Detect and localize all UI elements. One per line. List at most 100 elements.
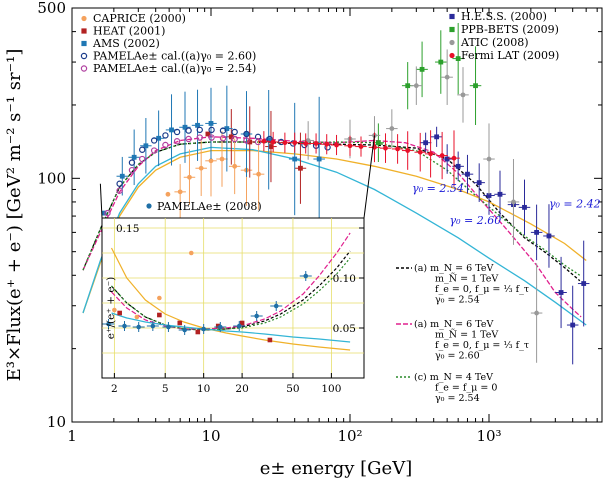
data-point <box>208 126 215 134</box>
data-point <box>486 193 492 198</box>
model-curve-1 <box>82 136 582 318</box>
data-point <box>182 124 188 130</box>
legend-label: CAPRICE (2000) <box>93 12 186 25</box>
data-point <box>195 122 200 128</box>
inset-heat-point <box>157 312 162 318</box>
data-point <box>131 154 137 160</box>
note-text: (a) m_N = 6 TeV <box>414 319 493 330</box>
inset-x-tick-label: 10 <box>197 383 210 395</box>
data-point <box>243 137 250 144</box>
inset-heat-point <box>195 329 201 335</box>
data-point <box>581 281 587 286</box>
data-point <box>254 138 262 146</box>
data-point <box>455 163 461 169</box>
legend-marker <box>449 13 455 20</box>
y-axis-label: E³×Flux(e⁺ + e⁻) [GeV² m⁻² s⁻¹ sr⁻¹] <box>4 49 25 382</box>
data-point <box>476 180 482 186</box>
data-point <box>116 180 123 187</box>
data-point <box>173 128 181 136</box>
inset-pamela-point <box>150 323 156 329</box>
legend-label: PAMELAe± cal.((a)γ₀ = 2.60) <box>93 50 256 63</box>
data-point <box>232 163 238 169</box>
data-point <box>375 140 381 146</box>
data-point <box>405 148 411 153</box>
x-tick-label: 10³ <box>476 427 501 445</box>
data-point <box>224 126 230 131</box>
data-point <box>196 134 203 141</box>
series-6 <box>372 22 482 163</box>
data-point <box>292 140 298 146</box>
inset-caprice-point <box>157 295 162 301</box>
legend-marker <box>449 39 455 46</box>
data-point <box>208 121 214 126</box>
data-point <box>219 135 227 142</box>
inset-y-tick-label: 0.15 <box>116 223 139 235</box>
series-2 <box>101 85 325 222</box>
data-point <box>162 132 169 139</box>
data-point <box>208 158 214 164</box>
data-point <box>143 143 149 149</box>
data-point <box>570 322 576 328</box>
inset-pamela-point <box>166 324 171 330</box>
data-point <box>165 191 171 197</box>
inset-pamela-point <box>236 323 242 329</box>
inset-zoom-line <box>99 183 103 219</box>
inset-pamela-point <box>136 324 141 330</box>
data-point <box>413 83 419 89</box>
data-point <box>534 310 540 316</box>
legend-label: PPB-BETS (2009) <box>461 23 559 36</box>
inset-y-tick-label: 0.05 <box>333 323 356 335</box>
data-point <box>546 233 552 239</box>
data-point <box>266 137 272 143</box>
data-point <box>219 156 225 162</box>
inset-y-axis-label: e⁺/(e⁺ + e⁻) <box>105 277 117 339</box>
data-point <box>383 145 388 151</box>
data-point <box>231 128 238 136</box>
data-point <box>347 143 353 149</box>
data-point <box>104 209 111 217</box>
note-text: f_e = 0, f_μ = ⅓ f_τ <box>435 284 529 295</box>
data-point <box>244 131 249 137</box>
data-point <box>444 74 450 80</box>
inset-y-tick-label: 0.10 <box>333 273 356 285</box>
inset-caprice-point <box>188 250 194 256</box>
inset-legend-marker <box>146 203 152 209</box>
inset-heat-point <box>117 310 122 316</box>
inset-curve-2 <box>111 257 351 331</box>
data-point <box>156 135 162 141</box>
data-point <box>303 141 309 146</box>
data-point <box>228 134 234 140</box>
inset-pamela-point <box>303 273 309 279</box>
inset-pamela-point <box>106 321 111 327</box>
inset-heat-point <box>267 337 273 343</box>
legend-marker <box>449 26 455 33</box>
data-points <box>101 22 590 365</box>
inset-heat-point <box>215 323 221 329</box>
data-point <box>101 210 107 216</box>
note-text: f_e = f_μ = 0 <box>435 383 497 394</box>
data-point <box>119 173 125 179</box>
legend-label: HEAT (2001) <box>93 25 165 38</box>
data-point <box>208 134 215 141</box>
note-text: γ₀ = 2.60 <box>435 351 480 362</box>
data-point <box>139 155 146 163</box>
legend-label: H.E.S.S. (2000) <box>461 10 547 23</box>
data-point <box>243 130 250 138</box>
gamma-annotation: γ₀ = 2.54 <box>412 182 464 195</box>
data-point <box>324 141 330 147</box>
inset-pamela-point <box>218 324 223 330</box>
data-point <box>395 146 400 152</box>
data-point <box>169 127 174 133</box>
data-point <box>247 139 253 145</box>
data-point <box>162 141 169 149</box>
inset-x-tick-label: 5 <box>162 383 169 395</box>
data-point <box>185 135 192 143</box>
y-tick-label: 100 <box>37 169 66 187</box>
note-text: m_Ñ = 1 TeV <box>435 273 498 285</box>
data-point <box>150 137 158 144</box>
inset-pamela-point <box>201 326 206 332</box>
inset-heat-point <box>177 320 183 326</box>
series-4 <box>104 134 262 217</box>
